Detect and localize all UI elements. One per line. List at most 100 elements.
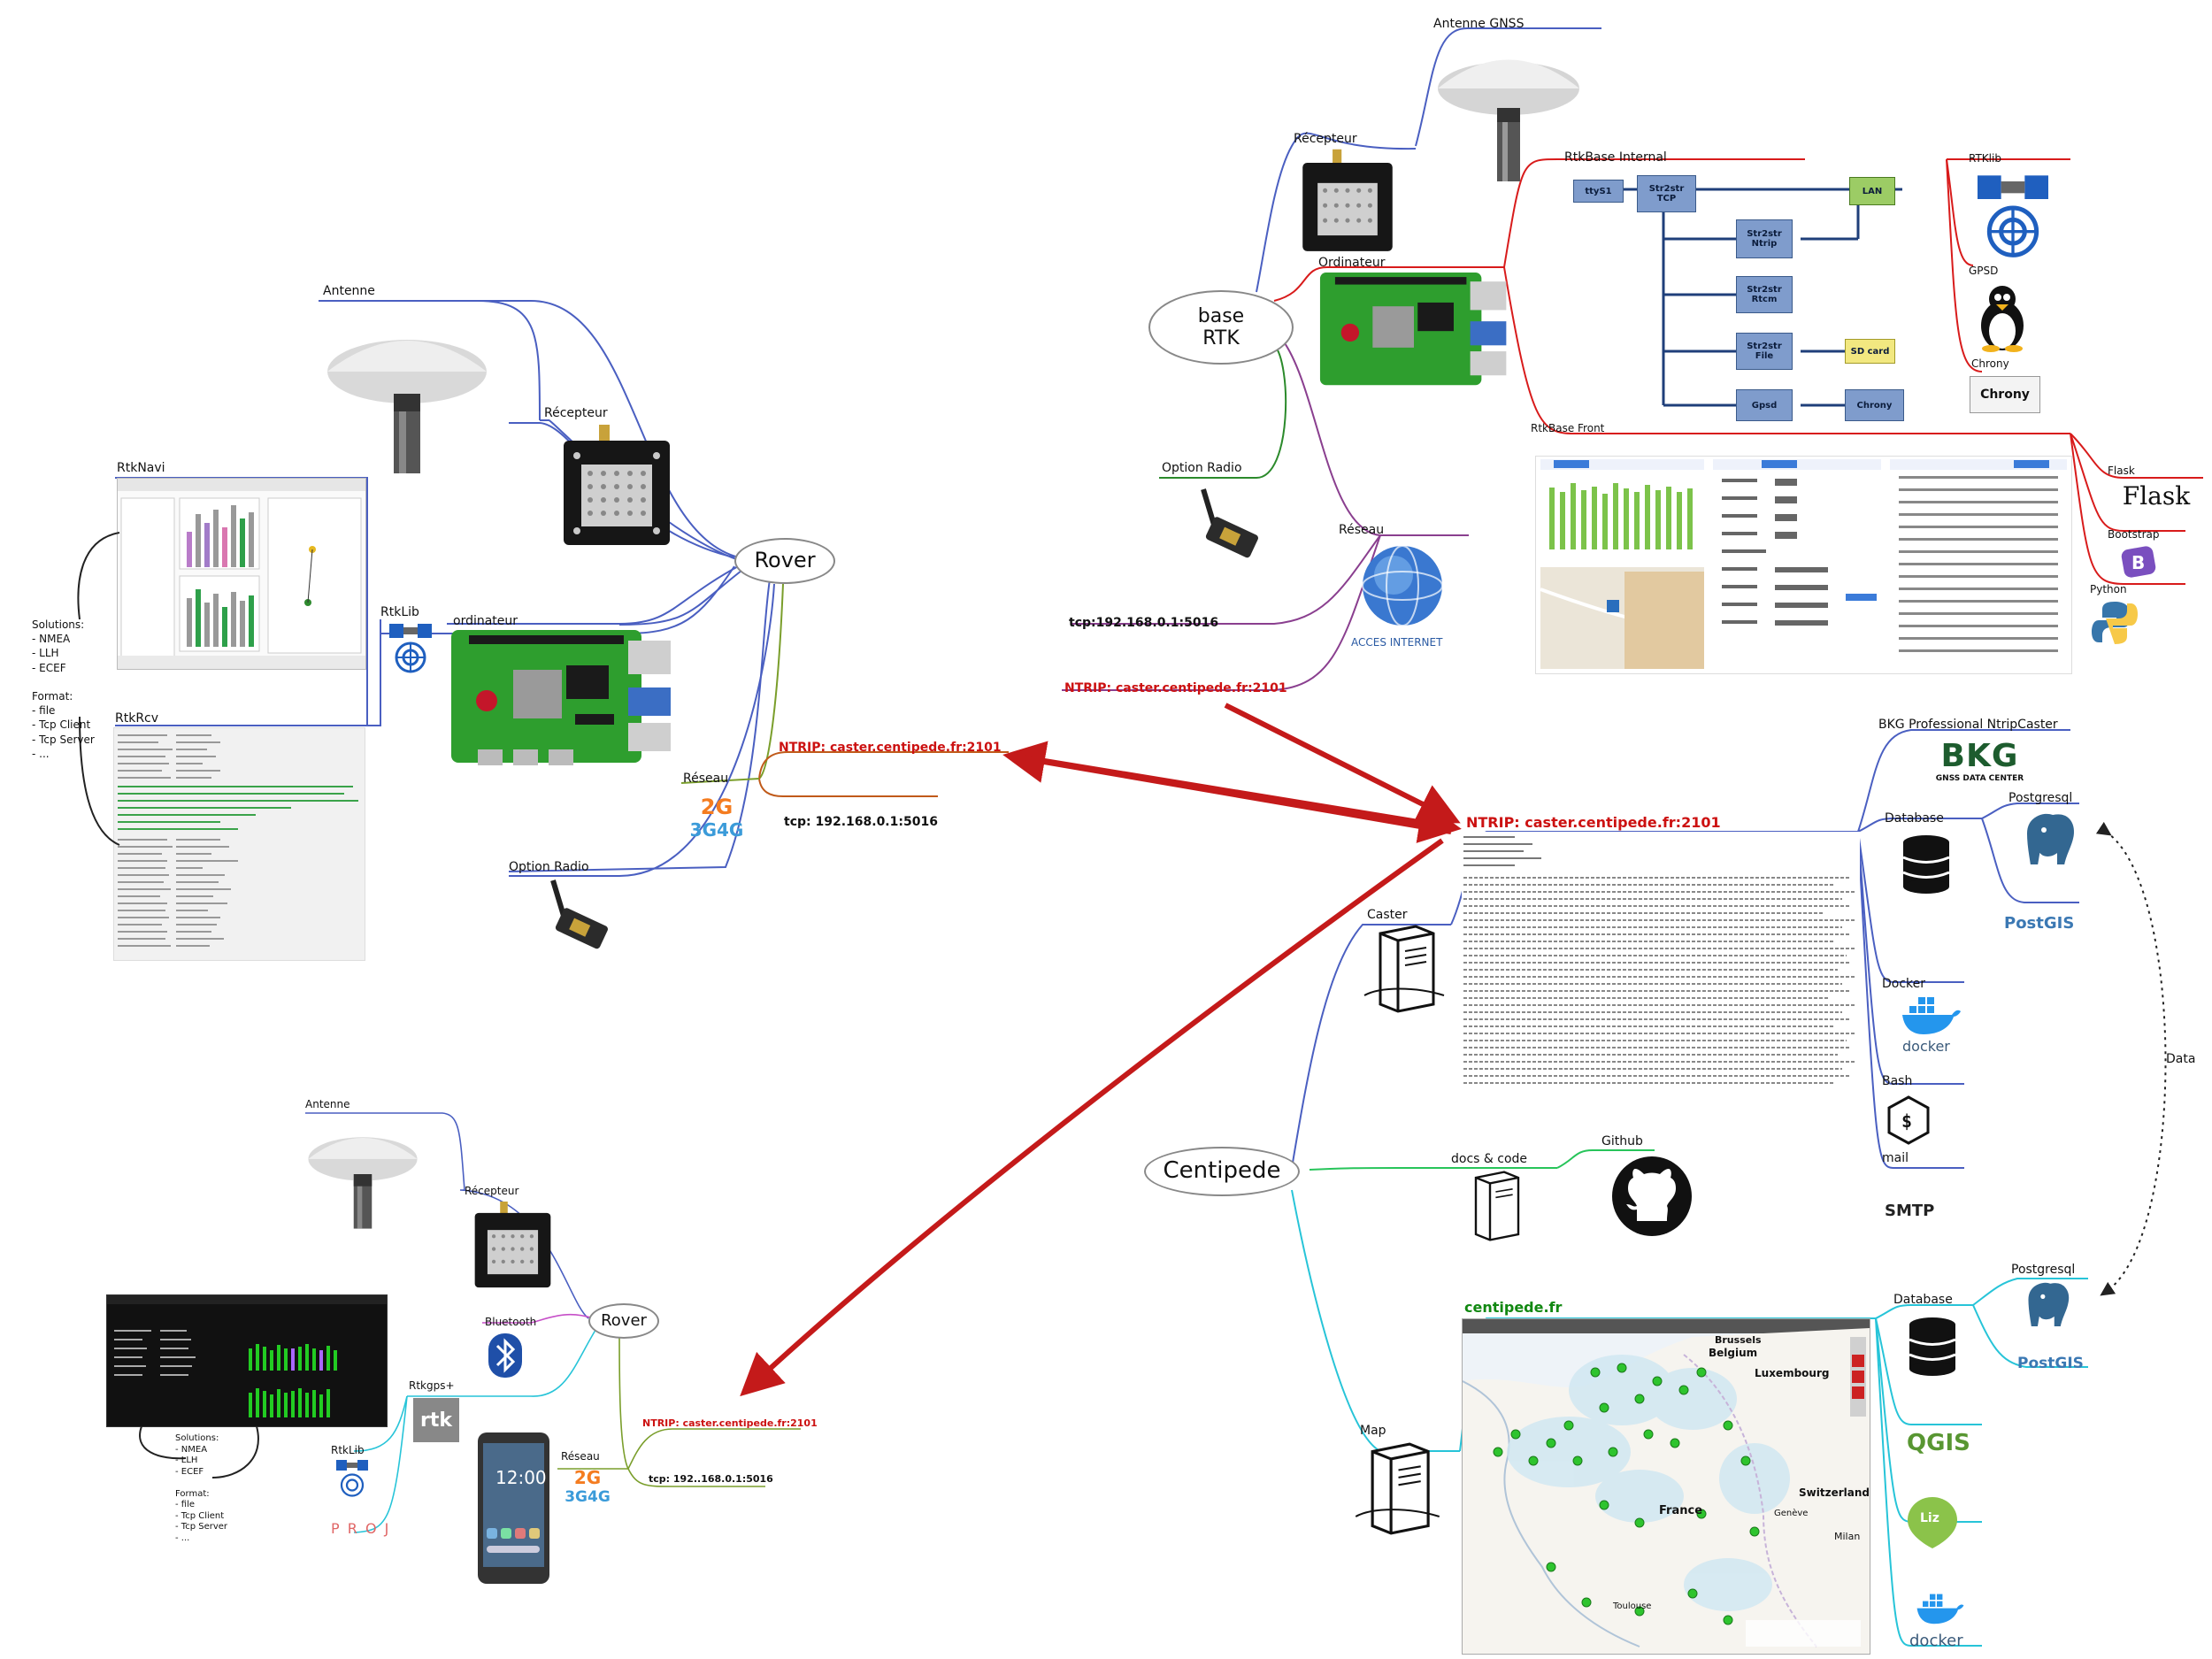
radio-module-icon xyxy=(550,879,608,949)
python-icon xyxy=(2092,602,2138,644)
chrony-logo-text: Chrony xyxy=(1980,388,2030,402)
flow-ttys1-box: ttyS1 xyxy=(1573,180,1624,203)
caster-server-icon xyxy=(1363,925,1445,1013)
rover-bottom-solutions-text: Solutions: - NMEA - LLH - ECEF Format: -… xyxy=(175,1433,228,1543)
centipede-node[interactable]: Centipede xyxy=(1144,1147,1300,1196)
rover-bottom-node-label: Rover xyxy=(601,1310,647,1330)
lizmap-logo-text: Liz xyxy=(1920,1511,1939,1525)
rtkrcv-label: RtkRcv xyxy=(115,711,159,726)
lizmap-icon: Liz xyxy=(1908,1497,1957,1548)
flow-str2str-ntrip-box: Str2str Ntrip xyxy=(1736,219,1793,258)
bootstrap-icon: B xyxy=(2121,546,2156,578)
android-phone-icon xyxy=(478,1432,549,1584)
rover-bottom-reseau-label: Réseau xyxy=(561,1450,600,1463)
rtkbase-front-label: RtkBase Front xyxy=(1531,422,1605,434)
chrony-logo: Chrony xyxy=(1970,376,2040,413)
raspberry-pi-board-icon xyxy=(451,630,671,765)
caster-sourcetable-screenshot xyxy=(1462,832,1860,1088)
rover-top-solutions-text: Solutions: - NMEA - LLH - ECEF Format: -… xyxy=(32,618,95,760)
map-label-luxembourg: Luxembourg xyxy=(1755,1367,1830,1379)
tux-linux-icon xyxy=(1981,286,2024,352)
rover-top-tcp-label: tcp: 192.168.0.1:5016 xyxy=(784,815,938,829)
rover-top-node[interactable]: Rover xyxy=(734,538,835,584)
postgresql-elephant-icon xyxy=(2024,811,2076,866)
base-rtk-node[interactable]: base RTK xyxy=(1148,290,1294,365)
red-data-flow-arrows xyxy=(740,703,1462,1397)
base-radio-module-icon xyxy=(1201,488,1258,558)
rtklib-right-icon xyxy=(1978,175,2048,257)
base-gnss-receiver-icon xyxy=(1302,149,1393,251)
rover-bottom-rtklib-icon xyxy=(336,1460,368,1497)
rover-bottom-rtklib-label: RtkLib xyxy=(331,1444,365,1456)
base-reseau-label: Réseau xyxy=(1339,523,1385,537)
qgis-logo: QGIS xyxy=(1907,1430,1970,1456)
map-label: Map xyxy=(1360,1424,1386,1438)
map-label-geneve: Genève xyxy=(1774,1509,1809,1518)
rover-top-antenne-label: Antenne xyxy=(323,284,375,298)
centipede-node-label: Centipede xyxy=(1163,1157,1281,1185)
rover-bottom-ntrip-label: NTRIP: caster.centipede.fr:2101 xyxy=(642,1417,818,1429)
postgresql2-elephant-icon xyxy=(2026,1281,2070,1328)
rover-top-rtklib-label: RtkLib xyxy=(380,605,419,619)
rover-top-2g-text: 2G xyxy=(700,795,733,819)
python-label: Python xyxy=(2090,583,2127,595)
flow-lan-box: LAN xyxy=(1849,177,1895,205)
postgresql-label: Postgresql xyxy=(2008,791,2073,805)
rover-bottom-recepteur-label: Récepteur xyxy=(465,1185,519,1197)
rover-bottom-tcp-label: tcp: 192..168.0.1:5016 xyxy=(649,1473,773,1485)
rover-top-network-2g-3g4g-icon: 2G 3G4G xyxy=(686,790,748,845)
bluetooth-icon xyxy=(488,1333,522,1378)
bkg-label: BKG Professional NtripCaster xyxy=(1878,718,2058,732)
base-raspberry-pi-icon xyxy=(1319,273,1507,386)
docs-code-label: docs & code xyxy=(1451,1152,1528,1166)
rover-bottom-bracket xyxy=(139,1425,259,1479)
rover-top-ordinateur-label: ordinateur xyxy=(453,614,518,628)
rover-top-ntrip-label: NTRIP: caster.centipede.fr:2101 xyxy=(779,741,1002,755)
bootstrap-label: Bootstrap xyxy=(2108,528,2160,541)
map-label-toulouse: Toulouse xyxy=(1613,1601,1652,1611)
data-link-label: Data xyxy=(2166,1052,2196,1066)
rover-top-reseau-label: Réseau xyxy=(683,772,729,786)
rover-bottom-antenne-label: Antenne xyxy=(305,1098,350,1110)
map-server-icon xyxy=(1355,1442,1440,1535)
proj-logo: P R O J xyxy=(331,1520,391,1537)
rover-bottom-2g-text: 2G xyxy=(573,1467,602,1488)
centipede-map-screenshot[interactable]: Brussels Belgium Luxembourg France Switz… xyxy=(1462,1318,1870,1655)
rtkrcv-console-screenshot xyxy=(113,727,365,961)
rtknavi-screenshot xyxy=(117,478,366,670)
base-ordinateur-label: Ordinateur xyxy=(1318,256,1386,270)
gnss-antenna-icon xyxy=(1438,59,1579,181)
smtp-logo: SMTP xyxy=(1885,1202,1935,1220)
database2-icon xyxy=(1909,1317,1956,1376)
database2-label: Database xyxy=(1893,1293,1953,1307)
antenna-icon xyxy=(327,340,487,473)
caster-label: Caster xyxy=(1367,908,1408,922)
database-label: Database xyxy=(1885,811,1944,826)
rtkgps-label: Rtkgps+ xyxy=(409,1379,455,1392)
internet-globe-icon xyxy=(1362,545,1443,626)
postgis-label: PostGIS xyxy=(2004,914,2075,933)
bluetooth-label: Bluetooth xyxy=(485,1316,537,1328)
base-tcp-label: tcp:192.168.0.1:5016 xyxy=(1069,616,1219,630)
data-link-dotted-arrow xyxy=(2095,821,2167,1296)
docker2-logo-text: docker xyxy=(1909,1632,1963,1650)
flow-str2str-rtcm-box: Str2str Rtcm xyxy=(1736,276,1793,313)
map-label-switzerland: Switzerland xyxy=(1799,1486,1870,1499)
rtklib-right-label: RTKlib xyxy=(1969,152,2001,165)
rover-top-3g4g-text: 3G4G xyxy=(689,819,744,841)
postgresql2-label: Postgresql xyxy=(2011,1263,2076,1277)
rtkbase-internal-label: RtkBase Internal xyxy=(1564,150,1667,165)
map-label-france: France xyxy=(1659,1504,1703,1517)
bkg-logo-text: BKG xyxy=(1940,737,2019,774)
flask-logo: Flask xyxy=(2108,478,2205,513)
base-rtk-connectors xyxy=(1062,27,2203,691)
docker2-whale-icon xyxy=(1916,1594,1964,1624)
rover-bottom-network-icon: 2G 3G4G xyxy=(563,1464,612,1509)
svg-text:B: B xyxy=(2131,552,2145,573)
map-label-belgium: Belgium xyxy=(1709,1347,1758,1359)
rtklib-satellite-icon xyxy=(389,624,432,673)
bash-label: Bash xyxy=(1882,1074,1913,1088)
rover-bottom-node[interactable]: Rover xyxy=(588,1303,659,1339)
postgis2-label: PostGIS xyxy=(2017,1355,2084,1372)
flow-sd-card-box: SD card xyxy=(1845,339,1895,364)
